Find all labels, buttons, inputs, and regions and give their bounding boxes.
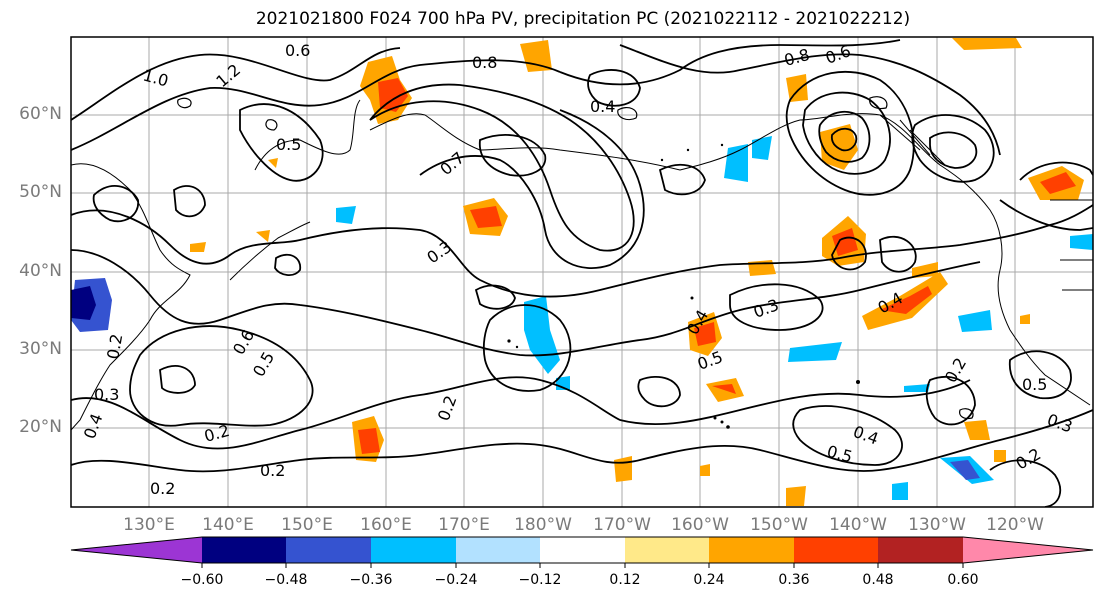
contour-label: 0.2	[103, 332, 126, 360]
longitude-label: 180°W	[514, 515, 572, 535]
longitude-label: 140°E	[202, 515, 254, 535]
coastlines	[71, 99, 1093, 431]
contour-label: 0.3	[94, 385, 119, 404]
longitude-label: 130°W	[908, 515, 966, 535]
contour-label: 0.2	[150, 479, 175, 498]
contour-label: 0.2	[260, 461, 285, 480]
contour-label: 0.5	[276, 135, 301, 154]
colorbar-tick-label: 0.36	[778, 572, 810, 588]
contour-label: 0.5	[1022, 375, 1047, 394]
islands	[507, 143, 860, 429]
colorbar-tick-label: −0.48	[264, 572, 308, 588]
latitude-label: 30°N	[19, 339, 62, 359]
latitude-label: 20°N	[19, 417, 62, 437]
longitude-label: 150°W	[750, 515, 808, 535]
longitude-label: 170°E	[438, 515, 490, 535]
longitude-label: 160°E	[360, 515, 412, 535]
longitude-label: 140°W	[829, 515, 887, 535]
longitude-label: 120°W	[986, 515, 1044, 535]
pv-contours	[71, 39, 1093, 507]
colorbar-tick-label: 0.60	[947, 572, 979, 588]
colorbar-tick-label: 0.48	[862, 572, 894, 588]
colorbar-tick-label: −0.60	[180, 572, 224, 588]
latitude-label: 50°N	[19, 182, 62, 202]
latitude-label: 40°N	[19, 261, 62, 281]
longitude-label: 130°E	[123, 515, 175, 535]
map-frame	[70, 36, 1094, 508]
contour-label: 0.8	[472, 53, 497, 72]
minor-contours	[177, 96, 974, 420]
longitude-label: 170°W	[593, 515, 651, 535]
colorbar-tick-label: −0.36	[349, 572, 393, 588]
map-title: 2021021800 F024 700 hPa PV, precipitatio…	[255, 9, 911, 29]
colorbar-tick-label: 0.24	[693, 572, 725, 588]
longitude-label: 150°E	[281, 515, 333, 535]
colorbar-tick-label: −0.24	[434, 572, 478, 588]
latitude-label: 60°N	[19, 104, 62, 124]
longitude-label: 160°W	[671, 515, 729, 535]
colorbar-tick-label: −0.12	[518, 572, 562, 588]
contour-label: 0.6	[285, 41, 310, 60]
colorbar-tick-label: 0.12	[609, 572, 641, 588]
contour-label: 0.4	[590, 97, 615, 116]
